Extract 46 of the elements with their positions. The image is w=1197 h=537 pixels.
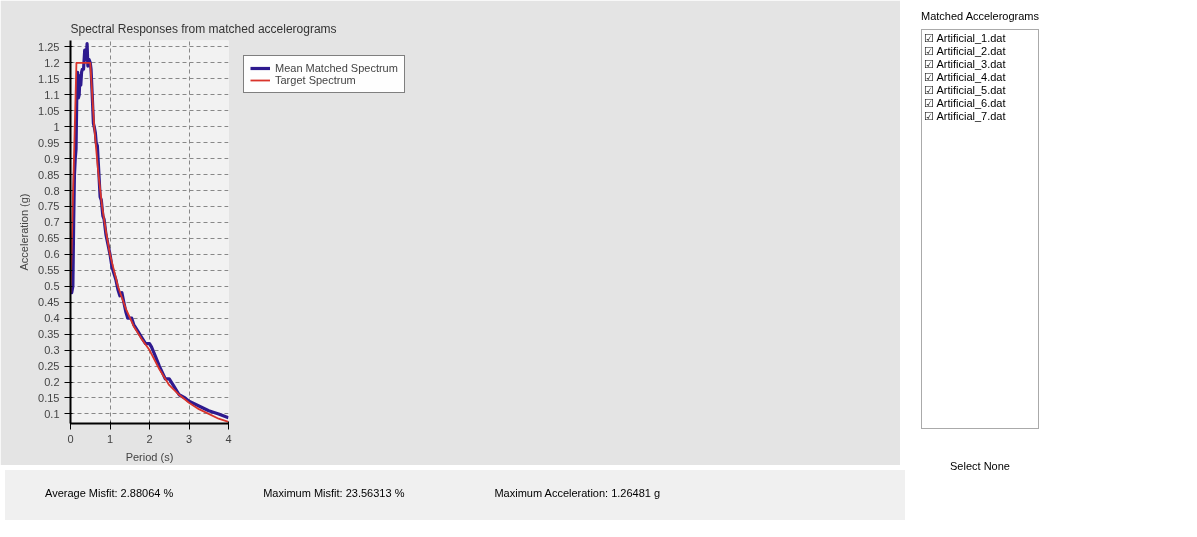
- text: ☑ Artificial_3.dat: [924, 57, 1007, 71]
- y-tick-label: 0.2: [44, 376, 60, 389]
- y-tick-label: 0.85: [38, 168, 60, 181]
- y-tick-label: 1.2: [44, 56, 60, 69]
- y-tick-label: 0.75: [38, 200, 60, 213]
- y-tick-label: 0.65: [38, 232, 60, 245]
- text: Select None: [949, 458, 1011, 474]
- y-tick-label: 0.4: [44, 312, 60, 325]
- y-tick-label: 1: [53, 120, 60, 133]
- y-tick-label: 1.25: [38, 40, 60, 53]
- legend-label: Target Spectrum: [275, 74, 356, 86]
- y-tick-label: 0.3: [44, 344, 60, 357]
- y-tick-label: 1.05: [38, 104, 60, 117]
- y-tick-label: 1.1: [44, 88, 60, 101]
- chart-title: Spectral Responses from matched accelerograms: [70, 21, 337, 36]
- text: ☑ Artificial_4.dat: [924, 70, 1007, 84]
- y-tick-label: 0.95: [38, 136, 60, 149]
- text: Matched Accelerograms: [921, 9, 1039, 24]
- x-tick-label: 0: [67, 432, 74, 445]
- legend-label: Mean Matched Spectrum: [275, 62, 398, 74]
- x-tick-label: 2: [146, 432, 153, 445]
- text: ☑ Artificial_1.dat: [924, 31, 1007, 45]
- text: Average Misfit: 2.88064 %: [45, 487, 174, 499]
- x-tick-label: 3: [185, 432, 193, 445]
- text: ☑ Artificial_7.dat: [924, 109, 1007, 123]
- x-axis-title: Period (s): [125, 450, 174, 463]
- text: ☑ Artificial_5.dat: [924, 83, 1007, 97]
- y-tick-label: 0.25: [38, 360, 60, 373]
- y-tick-label: 0.55: [38, 264, 60, 277]
- x-tick-label: 4: [225, 432, 232, 445]
- y-tick-label: 0.45: [38, 296, 60, 309]
- y-tick-label: 0.7: [44, 216, 60, 229]
- y-tick-label: 0.6: [44, 248, 60, 261]
- y-tick-label: 0.5: [44, 280, 60, 293]
- text: Maximum Acceleration: 1.26481 g: [494, 487, 661, 499]
- y-tick-label: 0.9: [44, 152, 60, 165]
- text: Maximum Misfit: 23.56313 %: [263, 487, 405, 499]
- x-tick-label: 1: [106, 432, 114, 445]
- y-tick-label: 1.15: [38, 72, 60, 85]
- text: ☑ Artificial_6.dat: [924, 96, 1007, 110]
- y-tick-label: 0.35: [38, 328, 60, 341]
- y-tick-label: 0.1: [44, 407, 60, 420]
- y-axis-title: Acceleration (g): [18, 193, 31, 271]
- text: ☑ Artificial_2.dat: [924, 44, 1007, 58]
- y-tick-label: 0.15: [38, 391, 60, 404]
- y-tick-label: 0.8: [44, 184, 60, 197]
